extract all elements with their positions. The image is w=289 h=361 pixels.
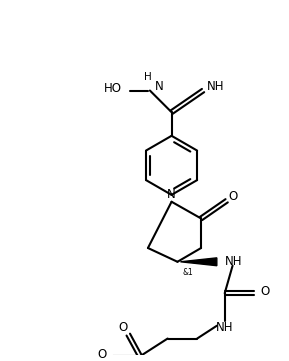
Text: O: O xyxy=(97,348,107,361)
Text: HO: HO xyxy=(104,82,122,95)
Text: O: O xyxy=(228,190,237,203)
Text: N: N xyxy=(155,80,164,93)
Text: H: H xyxy=(144,72,152,82)
Text: NH: NH xyxy=(207,80,225,93)
Text: O: O xyxy=(119,321,128,334)
Text: NH: NH xyxy=(216,321,234,334)
Text: NH: NH xyxy=(225,255,242,268)
Text: N: N xyxy=(167,188,176,201)
Text: O: O xyxy=(260,285,269,298)
Polygon shape xyxy=(180,258,217,266)
Text: &1: &1 xyxy=(182,268,193,277)
